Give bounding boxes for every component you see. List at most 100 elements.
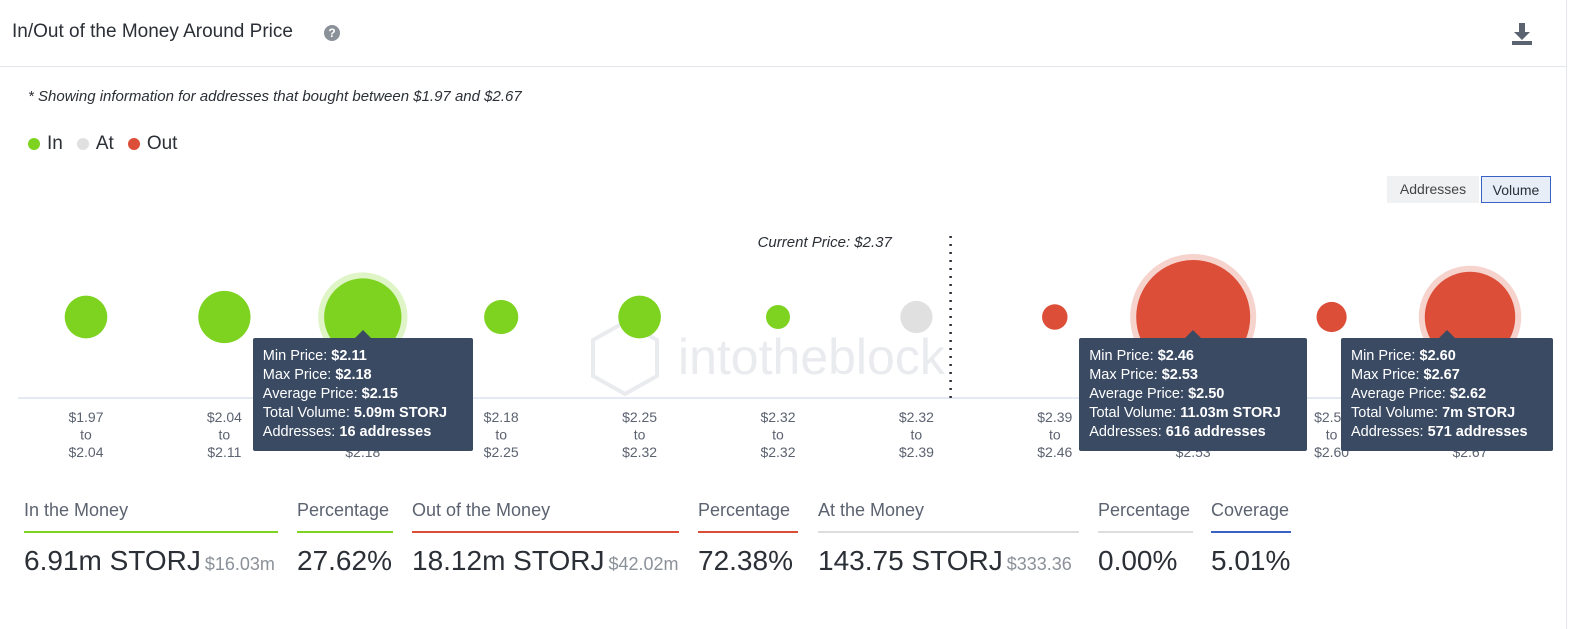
tooltip-row: Min Price: $2.60 — [1351, 347, 1543, 366]
stat-usd-value: $42.02m — [608, 554, 679, 574]
tooltip-row-value: $2.15 — [361, 386, 398, 402]
tooltip-row-value: 11.03m STORJ — [1180, 405, 1281, 421]
legend-dot-at — [76, 138, 89, 150]
stat-out-of-the-money: Out of the Money 18.12m STORJ $42.02m — [412, 500, 679, 577]
chart-legend: In At Out — [28, 133, 177, 155]
x-tick-label: $2.25 — [622, 409, 657, 425]
tooltip-row-value: $2.18 — [335, 367, 372, 383]
legend-item-at[interactable]: At — [76, 133, 114, 155]
x-tick-label: $2.46 — [1037, 444, 1072, 460]
x-tick-label: $2.18 — [484, 409, 519, 425]
tooltip-row: Addresses: 571 addresses — [1351, 423, 1543, 442]
bubble-out — [1042, 304, 1068, 330]
tooltip-row: Total Volume: 7m STORJ — [1351, 404, 1543, 423]
stat-label: Percentage — [1098, 500, 1193, 533]
tooltip-row-value: $2.67 — [1423, 367, 1460, 383]
stat-main-value: 27.62% — [297, 545, 392, 576]
tooltip-row-value: $2.60 — [1419, 348, 1456, 364]
legend-label-at: At — [95, 133, 114, 154]
stat-value: 143.75 STORJ $333.36 — [818, 545, 1079, 577]
x-tick-label: $2.39 — [1037, 409, 1072, 425]
stat-main-value: 18.12m STORJ — [412, 545, 605, 576]
bubble-tooltip: Min Price: $2.60 Max Price: $2.67 Average … — [1341, 330, 1553, 451]
x-tick-label: to — [1326, 427, 1338, 443]
stat-in-the-money: In the Money 6.91m STORJ $16.03m — [24, 500, 278, 577]
legend-dot-in — [28, 138, 40, 150]
x-tick-label: to — [772, 427, 784, 443]
volume-toggle-button[interactable]: Volume — [1481, 176, 1551, 203]
stat-label: In the Money — [24, 500, 278, 533]
tooltip-row-value: 5.09m STORJ — [353, 405, 448, 421]
tooltip-row: Average Price: $2.15 — [263, 385, 463, 404]
bubble-in — [618, 295, 661, 339]
tooltip-row-value: 571 addresses — [1427, 424, 1528, 440]
stat-at-percentage: Percentage 0.00% — [1098, 500, 1193, 577]
x-tick-label: $2.25 — [484, 444, 519, 460]
legend-dot-out — [127, 138, 140, 150]
tooltip-row-label: Addresses: — [1351, 424, 1428, 440]
x-tick-label: $2.60 — [1314, 444, 1349, 460]
widget-title: In/Out of the Money Around Price — [12, 21, 293, 42]
tooltip-row-value: $2.50 — [1188, 386, 1225, 402]
tooltip-row-label: Addresses: — [262, 424, 340, 440]
tooltip-row-value: $2.11 — [331, 348, 367, 364]
stat-main-value: 72.38% — [698, 545, 793, 576]
tooltip-row-label: Total Volume: — [1351, 405, 1443, 421]
stat-at-the-money: At the Money 143.75 STORJ $333.36 — [818, 500, 1079, 577]
question-circle-icon[interactable]: ? — [324, 25, 340, 41]
tooltip-row: Average Price: $2.50 — [1089, 385, 1297, 404]
tooltip-row-label: Total Volume: — [1089, 405, 1181, 421]
legend-label-out: Out — [146, 133, 178, 154]
x-tick-label: to — [634, 427, 646, 443]
x-tick-label: $2.04 — [207, 409, 242, 425]
panel-border — [1566, 0, 1567, 629]
bubble-at — [900, 300, 933, 334]
bubble-tooltip: Min Price: $2.46 Max Price: $2.53 Average … — [1079, 330, 1308, 451]
tooltip-row-value: $2.46 — [1157, 348, 1194, 364]
tooltip-row-label: Max Price: — [1351, 367, 1424, 383]
current-price-label: Current Price: $2.37 — [758, 234, 893, 251]
tooltip-row-label: Average Price: — [262, 386, 362, 402]
x-tick-label: $2.32 — [760, 409, 795, 425]
x-tick-label: $2.04 — [68, 444, 103, 460]
stat-usd-value: $333.36 — [1006, 554, 1072, 574]
tooltip-row-value: 616 addresses — [1165, 424, 1266, 440]
x-tick-label: $2.53 — [1314, 409, 1349, 425]
legend-item-in[interactable]: In — [28, 133, 63, 155]
stat-label: Percentage — [698, 500, 798, 533]
stat-usd-value: $16.03m — [204, 554, 275, 574]
legend-item-out[interactable]: Out — [127, 133, 178, 155]
tooltip-row: Max Price: $2.53 — [1089, 366, 1297, 385]
x-tick-label: to — [495, 427, 507, 443]
addresses-toggle-button[interactable]: Addresses — [1387, 176, 1479, 203]
tooltip-row: Average Price: $2.62 — [1351, 385, 1543, 404]
widget-header: In/Out of the Money Around Price ? — [0, 0, 1566, 67]
watermark-logo: intotheblock — [591, 319, 946, 397]
stat-out-percentage: Percentage 72.38% — [698, 500, 798, 577]
download-icon[interactable] — [1508, 20, 1536, 48]
x-tick-label: $2.11 — [207, 444, 241, 460]
x-tick-label: $2.39 — [899, 444, 934, 460]
tooltip-row-label: Min Price: — [262, 348, 332, 364]
tooltip-row: Addresses: 16 addresses — [263, 423, 463, 442]
stat-in-percentage: Percentage 27.62% — [297, 500, 393, 577]
stat-value: 6.91m STORJ $16.03m — [24, 545, 278, 577]
tooltip-row-value: 7m STORJ — [1442, 405, 1516, 421]
bubble-in — [324, 278, 402, 356]
tooltip-row: Min Price: $2.11 — [263, 347, 463, 366]
x-tick-label: to — [80, 427, 92, 443]
tooltip-row: Addresses: 616 addresses — [1089, 423, 1297, 442]
tooltip-row: Max Price: $2.18 — [263, 366, 463, 385]
bubble-out — [1316, 301, 1347, 333]
stat-label: At the Money — [818, 500, 1079, 533]
x-tick-label: $2.32 — [622, 444, 657, 460]
stat-label: Out of the Money — [412, 500, 679, 533]
tooltip-row: Total Volume: 5.09m STORJ — [263, 404, 463, 423]
tooltip-row-label: Total Volume: — [262, 405, 354, 421]
bubble-in — [198, 290, 251, 344]
tooltip-row-label: Addresses: — [1089, 424, 1166, 440]
tooltip-row-label: Max Price: — [262, 367, 336, 383]
x-tick-label: to — [219, 427, 231, 443]
bubble-in — [766, 305, 790, 329]
legend-label-in: In — [47, 133, 63, 154]
